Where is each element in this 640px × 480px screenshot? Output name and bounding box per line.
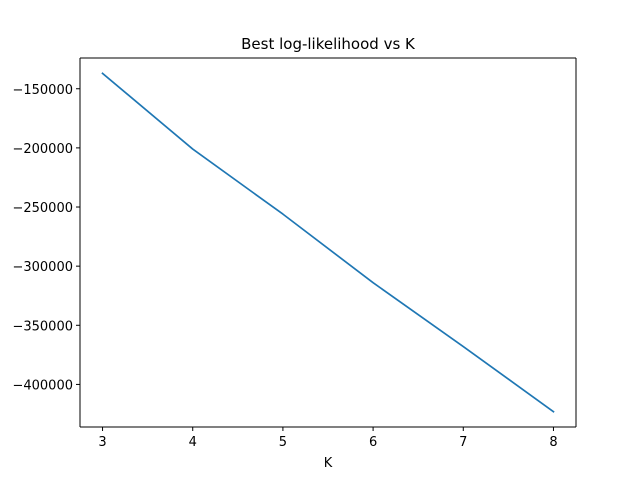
y-tick-label: −400000	[12, 378, 73, 393]
y-tick-label: −250000	[12, 201, 73, 216]
y-tick-label: −150000	[12, 83, 73, 98]
x-tick-label: 3	[98, 435, 106, 450]
plot-area: 3 4 5 6 7 8 −150000 −200000 −250000 −300000 −35000…	[12, 57, 577, 450]
x-tick-label: 4	[189, 435, 197, 450]
series-line-0	[101, 72, 555, 413]
y-tick-label: −200000	[12, 142, 73, 157]
x-tick-label: 5	[279, 435, 287, 450]
y-tick-label: −300000	[12, 260, 73, 275]
x-tick-label: 8	[549, 435, 557, 450]
x-axis-label: K	[324, 456, 333, 471]
x-tick-label: 6	[369, 435, 377, 450]
y-tick-label: −350000	[12, 319, 73, 334]
x-tick-label: 7	[459, 435, 467, 450]
chart-title: Best log-likelihood vs K	[241, 35, 416, 53]
